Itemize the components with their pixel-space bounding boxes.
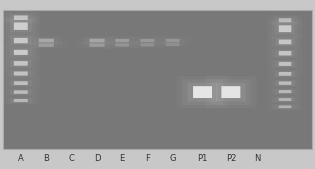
Text: N: N (255, 154, 261, 163)
FancyBboxPatch shape (115, 39, 129, 42)
FancyBboxPatch shape (10, 14, 32, 21)
FancyBboxPatch shape (89, 43, 105, 47)
FancyBboxPatch shape (14, 38, 28, 43)
FancyBboxPatch shape (279, 72, 291, 76)
FancyBboxPatch shape (6, 18, 36, 34)
FancyBboxPatch shape (89, 43, 105, 47)
FancyBboxPatch shape (193, 86, 212, 98)
FancyBboxPatch shape (14, 90, 28, 94)
FancyBboxPatch shape (216, 83, 246, 101)
Text: E: E (120, 154, 125, 163)
FancyBboxPatch shape (279, 90, 291, 93)
FancyBboxPatch shape (279, 18, 291, 22)
FancyBboxPatch shape (115, 39, 129, 42)
FancyBboxPatch shape (14, 38, 28, 43)
FancyBboxPatch shape (275, 17, 295, 23)
FancyBboxPatch shape (279, 98, 291, 101)
FancyBboxPatch shape (10, 49, 32, 56)
FancyBboxPatch shape (279, 40, 291, 44)
FancyBboxPatch shape (14, 15, 28, 20)
FancyBboxPatch shape (275, 50, 295, 57)
FancyBboxPatch shape (39, 43, 54, 47)
FancyBboxPatch shape (14, 22, 28, 30)
FancyBboxPatch shape (10, 20, 32, 32)
FancyBboxPatch shape (14, 22, 28, 30)
FancyBboxPatch shape (279, 51, 291, 55)
FancyBboxPatch shape (182, 79, 223, 105)
FancyBboxPatch shape (210, 79, 251, 105)
FancyBboxPatch shape (14, 50, 28, 55)
FancyBboxPatch shape (39, 39, 54, 42)
FancyBboxPatch shape (14, 71, 28, 76)
FancyBboxPatch shape (188, 83, 217, 101)
FancyBboxPatch shape (279, 105, 291, 108)
FancyBboxPatch shape (14, 71, 28, 76)
FancyBboxPatch shape (279, 40, 291, 44)
FancyBboxPatch shape (221, 86, 240, 98)
FancyBboxPatch shape (10, 90, 32, 95)
FancyBboxPatch shape (279, 18, 291, 22)
FancyBboxPatch shape (140, 39, 154, 42)
FancyBboxPatch shape (275, 71, 295, 77)
Bar (3, 10, 312, 149)
FancyBboxPatch shape (14, 99, 28, 102)
FancyBboxPatch shape (166, 39, 180, 42)
FancyBboxPatch shape (89, 39, 105, 42)
FancyBboxPatch shape (279, 81, 291, 85)
FancyBboxPatch shape (140, 39, 154, 42)
FancyBboxPatch shape (14, 50, 28, 55)
Text: B: B (43, 154, 49, 163)
FancyBboxPatch shape (10, 80, 32, 86)
FancyBboxPatch shape (279, 25, 291, 32)
Text: G: G (169, 154, 176, 163)
FancyBboxPatch shape (275, 89, 295, 94)
FancyBboxPatch shape (14, 61, 28, 66)
FancyBboxPatch shape (115, 43, 129, 46)
FancyBboxPatch shape (193, 86, 212, 98)
FancyBboxPatch shape (221, 86, 240, 98)
FancyBboxPatch shape (279, 51, 291, 55)
FancyBboxPatch shape (275, 61, 295, 67)
Text: P2: P2 (226, 154, 236, 163)
FancyBboxPatch shape (10, 36, 32, 45)
FancyBboxPatch shape (279, 81, 291, 85)
FancyBboxPatch shape (14, 90, 28, 94)
Text: D: D (94, 154, 100, 163)
FancyBboxPatch shape (14, 61, 28, 66)
Text: P1: P1 (198, 154, 208, 163)
Text: C: C (69, 154, 75, 163)
FancyBboxPatch shape (279, 90, 291, 93)
FancyBboxPatch shape (279, 25, 291, 32)
FancyBboxPatch shape (39, 39, 54, 42)
FancyBboxPatch shape (14, 99, 28, 102)
FancyBboxPatch shape (14, 15, 28, 20)
FancyBboxPatch shape (10, 70, 32, 77)
FancyBboxPatch shape (279, 105, 291, 108)
FancyBboxPatch shape (279, 62, 291, 66)
FancyBboxPatch shape (275, 97, 295, 102)
FancyBboxPatch shape (279, 98, 291, 101)
FancyBboxPatch shape (275, 23, 295, 34)
FancyBboxPatch shape (10, 98, 32, 103)
Text: A: A (18, 154, 24, 163)
FancyBboxPatch shape (275, 81, 295, 86)
FancyBboxPatch shape (275, 38, 295, 46)
FancyBboxPatch shape (10, 60, 32, 67)
FancyBboxPatch shape (14, 81, 28, 85)
FancyBboxPatch shape (14, 81, 28, 85)
FancyBboxPatch shape (39, 43, 54, 47)
FancyBboxPatch shape (279, 62, 291, 66)
FancyBboxPatch shape (279, 72, 291, 76)
FancyBboxPatch shape (140, 43, 154, 46)
FancyBboxPatch shape (166, 43, 180, 46)
FancyBboxPatch shape (89, 39, 105, 42)
Text: F: F (145, 154, 150, 163)
